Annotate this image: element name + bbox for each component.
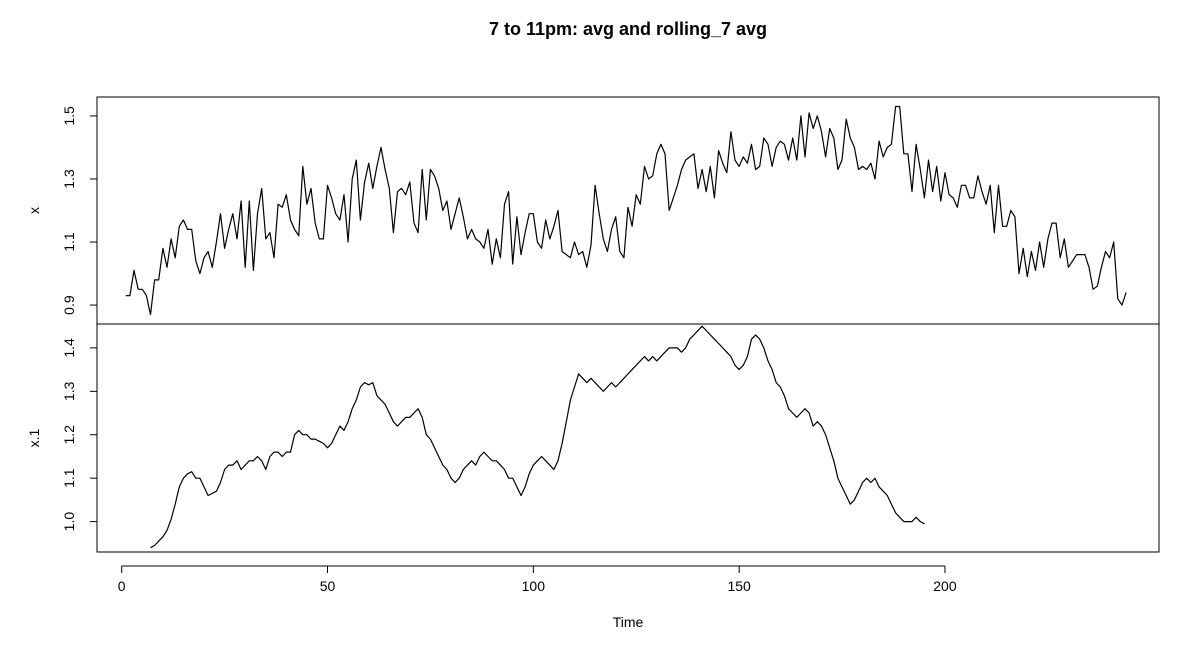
x-axis: 0 50 100 150 200 xyxy=(118,565,957,594)
y-tick-label: 1.0 xyxy=(61,512,77,532)
y-tick-label: 1.4 xyxy=(61,338,77,358)
chart-title: 7 to 11pm: avg and rolling_7 avg xyxy=(489,19,767,39)
x-tick-label: 150 xyxy=(727,578,751,594)
panel-frame xyxy=(96,323,1160,553)
x-tick-label: 50 xyxy=(320,578,336,594)
y-axis-title: x.1 xyxy=(26,428,42,447)
x-tick-label: 100 xyxy=(522,578,546,594)
panel-x.1: 1.0 1.1 1.2 1.3 1.4 x.1 xyxy=(26,323,1160,553)
y-tick-label: 1.1 xyxy=(61,232,77,252)
series-line-x xyxy=(125,105,1127,316)
panel-x: 0.9 1.1 1.3 1.5 x xyxy=(26,96,1160,325)
y-tick-label: 1.5 xyxy=(61,106,77,126)
panels-layer: 0.9 1.1 1.3 1.5 x 1.0 1.1 1.2 1.3 1.4 x.1 xyxy=(26,96,1160,553)
x-tick-label: 200 xyxy=(933,578,957,594)
y-tick-label: 1.1 xyxy=(61,468,77,488)
y-tick-label: 0.9 xyxy=(61,295,77,315)
y-tick-label: 1.3 xyxy=(61,381,77,401)
y-tick-label: 1.3 xyxy=(61,169,77,189)
x-tick-label: 0 xyxy=(118,578,126,594)
y-tick-label: 1.2 xyxy=(61,425,77,445)
y-axis-title: x xyxy=(26,207,42,214)
series-line-x.1 xyxy=(150,325,925,549)
x-axis-title: Time xyxy=(613,614,644,630)
